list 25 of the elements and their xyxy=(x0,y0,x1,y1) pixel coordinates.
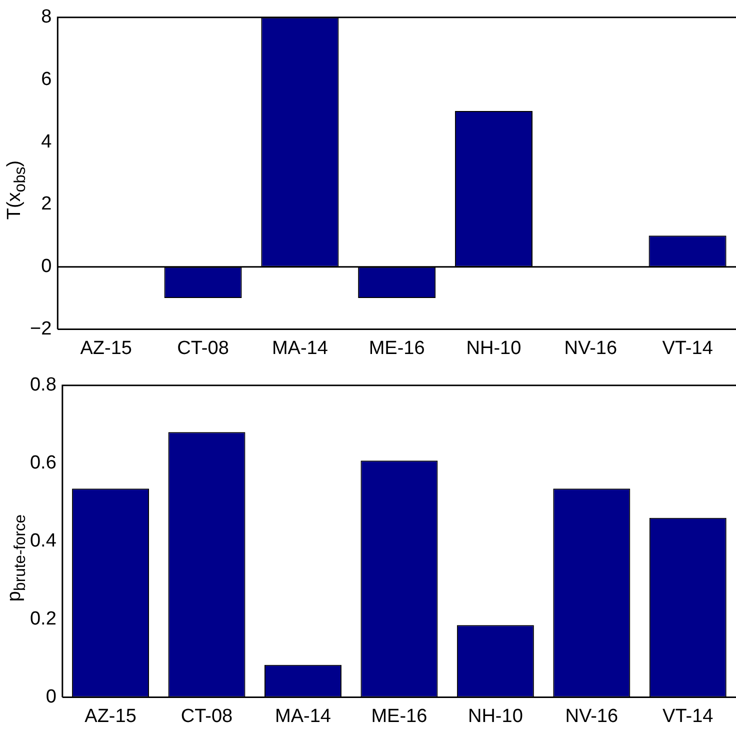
y-tick-label: 0.4 xyxy=(30,530,57,552)
x-tick-label: CT-08 xyxy=(177,338,229,359)
x-tick-label: VT-14 xyxy=(662,338,714,359)
x-tick-label: CT-08 xyxy=(180,706,233,727)
y-tick-label: 8 xyxy=(41,6,52,28)
y-tick-label: 4 xyxy=(41,131,52,152)
x-tick-label: NV-16 xyxy=(565,706,618,727)
y-tick-label: 0.6 xyxy=(30,452,56,474)
y-tick-label: 0.8 xyxy=(30,374,56,396)
x-tick-label: VT-14 xyxy=(662,706,714,727)
y-tick-label: 0 xyxy=(46,686,56,708)
x-tick-label: NH-10 xyxy=(468,706,523,727)
x-tick-label: NV-16 xyxy=(564,338,618,359)
x-tick-label: ME-16 xyxy=(371,706,428,727)
y-tick-label: 2 xyxy=(41,194,52,215)
y-tick-label: −2 xyxy=(30,318,52,340)
x-tick-label: ME-16 xyxy=(368,338,425,359)
x-tick-label: AZ-15 xyxy=(84,706,136,727)
x-tick-label: AZ-15 xyxy=(80,338,132,359)
x-tick-label: MA-14 xyxy=(274,706,332,727)
y-tick-label: 6 xyxy=(41,68,52,90)
y-tick-label: 0 xyxy=(41,256,52,278)
x-tick-label: NH-10 xyxy=(466,338,522,359)
y-tick-label: 0.2 xyxy=(30,608,56,630)
x-tick-label: MA-14 xyxy=(272,338,328,359)
